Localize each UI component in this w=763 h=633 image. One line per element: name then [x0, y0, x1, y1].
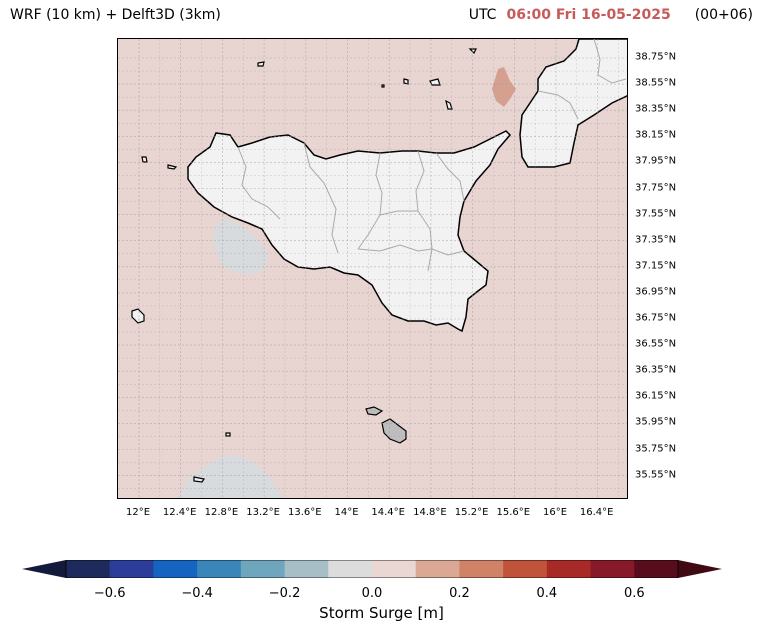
model-title: WRF (10 km) + Delft3D (3km) — [10, 7, 221, 23]
lon-label: 15.2°E — [454, 507, 489, 518]
negative-surge-patch-south — [178, 454, 283, 498]
lat-label: 36.35°N — [635, 364, 677, 376]
lon-label: 12.4°E — [162, 507, 197, 518]
lat-label: 37.35°N — [635, 234, 677, 246]
colorbar-tick-label: −0.2 — [268, 586, 301, 601]
linosa-island — [225, 432, 231, 437]
colorbar-swatch — [546, 560, 592, 578]
colorbar-swatch — [634, 560, 679, 578]
storm-surge-map — [117, 38, 628, 499]
lon-label: 14.4°E — [371, 507, 405, 518]
colorbar-tick-label: 0.0 — [361, 586, 383, 601]
colorbar-swatches — [66, 560, 679, 578]
lat-label: 36.95°N — [635, 286, 677, 298]
lon-label: 13.2°E — [246, 507, 280, 518]
lon-label: 15.6°E — [496, 507, 531, 518]
colorbar-swatch — [240, 560, 286, 578]
colorbar-outline — [65, 560, 679, 578]
colorbar-swatch — [153, 560, 198, 578]
lon-label: 12.8°E — [204, 507, 239, 518]
lat-label: 37.15°N — [635, 260, 677, 272]
colorbar-swatch — [284, 560, 329, 578]
lon-label: 13.6°E — [288, 507, 322, 518]
lon-label: 16°E — [542, 507, 568, 518]
lon-label: 14.8°E — [413, 507, 447, 518]
lat-label: 37.95°N — [635, 155, 677, 167]
valid-time: 06:00 Fri 16-05-2025 — [506, 7, 671, 23]
lat-label: 35.55°N — [635, 469, 677, 481]
egadi-islands — [141, 156, 178, 170]
lat-label: 35.75°N — [635, 443, 677, 454]
lat-label: 37.55°N — [635, 208, 677, 220]
colorbar-swatch — [590, 560, 635, 578]
map-gridlines — [118, 39, 627, 498]
colorbar-swatch — [503, 560, 548, 578]
colorbar-swatch — [66, 560, 111, 578]
lat-label: 38.75°N — [635, 51, 677, 63]
colorbar-swatch — [415, 560, 460, 578]
gozo-island — [365, 406, 384, 416]
colorbar-swatch — [372, 560, 417, 578]
lat-label: 35.95°N — [635, 416, 677, 428]
lat-label: 38.15°N — [635, 129, 677, 141]
colorbar-tick-label: −0.6 — [93, 586, 126, 601]
map-canvas — [118, 39, 627, 498]
colorbar-swatch — [328, 560, 373, 578]
malta-island — [381, 418, 407, 444]
lat-label: 36.75°N — [635, 312, 677, 324]
colorbar-tick-label: 0.2 — [449, 586, 470, 601]
colorbar-label: Storm Surge [m] — [319, 604, 444, 622]
colorbar-tick-label: −0.4 — [181, 586, 213, 601]
storm-surge-colorbar — [22, 560, 722, 578]
lat-label: 36.15°N — [635, 390, 677, 402]
colorbar-tick-label: 0.6 — [623, 586, 645, 601]
lon-label: 12°E — [125, 507, 151, 518]
lat-label: 38.35°N — [635, 103, 677, 115]
lat-label: 38.55°N — [635, 77, 677, 89]
time-header: UTC 06:00 Fri 16-05-2025 (00+06) — [469, 7, 753, 23]
colorbar-swatch — [459, 560, 504, 578]
negative-surge-patch-west — [213, 219, 268, 275]
lon-label: 14°E — [334, 507, 359, 518]
lat-label: 36.55°N — [635, 338, 677, 350]
colorbar-swatch — [197, 560, 242, 578]
province-borders-sicily — [237, 142, 465, 272]
lon-label: 16.4°E — [579, 507, 614, 518]
colorbar-swatch — [109, 560, 154, 578]
colorbar-extend-high — [678, 560, 722, 578]
lat-label: 37.75°N — [635, 182, 677, 193]
utc-label: UTC — [468, 7, 497, 23]
colorbar-tick-label: 0.4 — [536, 586, 558, 601]
colorbar-extend-low — [22, 560, 66, 578]
forecast-step: (00+06) — [694, 7, 753, 23]
pantelleria-island — [131, 308, 145, 324]
